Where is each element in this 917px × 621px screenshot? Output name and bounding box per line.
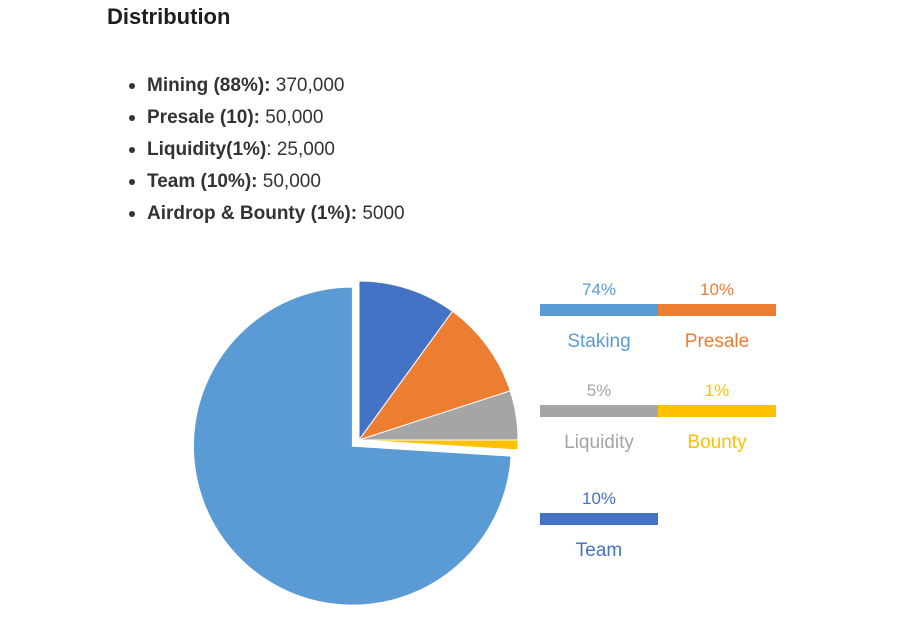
list-item-presale: Presale (10): 50,000 [129,102,405,134]
bullet-icon [129,179,135,185]
item-value: : 25,000 [266,139,335,160]
legend-percent-label: 5% [587,381,612,400]
pie-slice-team [358,280,454,442]
item-value: 370,000 [270,75,345,96]
item-value: 50,000 [260,107,324,128]
legend-series-name: Presale [685,331,749,352]
distribution-list: Mining (88%): 370,000 Presale (10): 50,0… [129,70,405,230]
item-value: 5000 [357,203,405,224]
legend-item-liquidity: 5% Liquidity [540,381,658,453]
legend-color-bar [540,513,658,525]
pie-slice-bounty [358,439,519,451]
legend-color-bar [658,405,776,417]
legend-item-presale: 10% Presale [658,280,776,352]
legend-color-bar [658,304,776,316]
pie-slice-presale [357,310,511,441]
bullet-icon [129,147,135,153]
list-item-liquidity: Liquidity(1%): 25,000 [129,134,405,166]
legend-series-name: Staking [567,331,630,352]
legend-percent-label: 74% [582,280,616,299]
bullet-icon [129,83,135,89]
item-label: Mining (88%): [147,75,271,96]
list-item-airdrop-bounty: Airdrop & Bounty (1%): 5000 [129,198,405,230]
legend-color-bar [540,304,658,316]
legend-series-name: Liquidity [564,432,634,453]
legend-item-staking: 74% Staking [540,280,658,352]
item-value: 50,000 [257,171,321,192]
legend-percent-label: 1% [705,381,730,400]
legend-series-name: Bounty [687,432,747,453]
item-label: Team (10%): [147,171,258,192]
item-label: Presale (10): [147,107,261,128]
list-item-team: Team (10%): 50,000 [129,166,405,198]
section-heading: Distribution [107,4,231,29]
item-label: Airdrop & Bounty (1%): [147,203,358,224]
legend-percent-label: 10% [700,280,734,299]
pie-slice-staking [192,286,512,606]
bullet-icon [129,115,135,121]
legend-percent-label: 10% [582,489,616,508]
legend-series-name: Team [576,540,622,561]
legend-item-bounty: 1% Bounty [658,381,776,453]
legend-item-team: 10% Team [540,489,658,561]
list-item-mining: Mining (88%): 370,000 [129,70,405,102]
pie-group [192,280,519,606]
bullet-icon [129,211,135,217]
item-label: Liquidity(1%) [147,139,267,160]
legend-color-bar [540,405,658,417]
